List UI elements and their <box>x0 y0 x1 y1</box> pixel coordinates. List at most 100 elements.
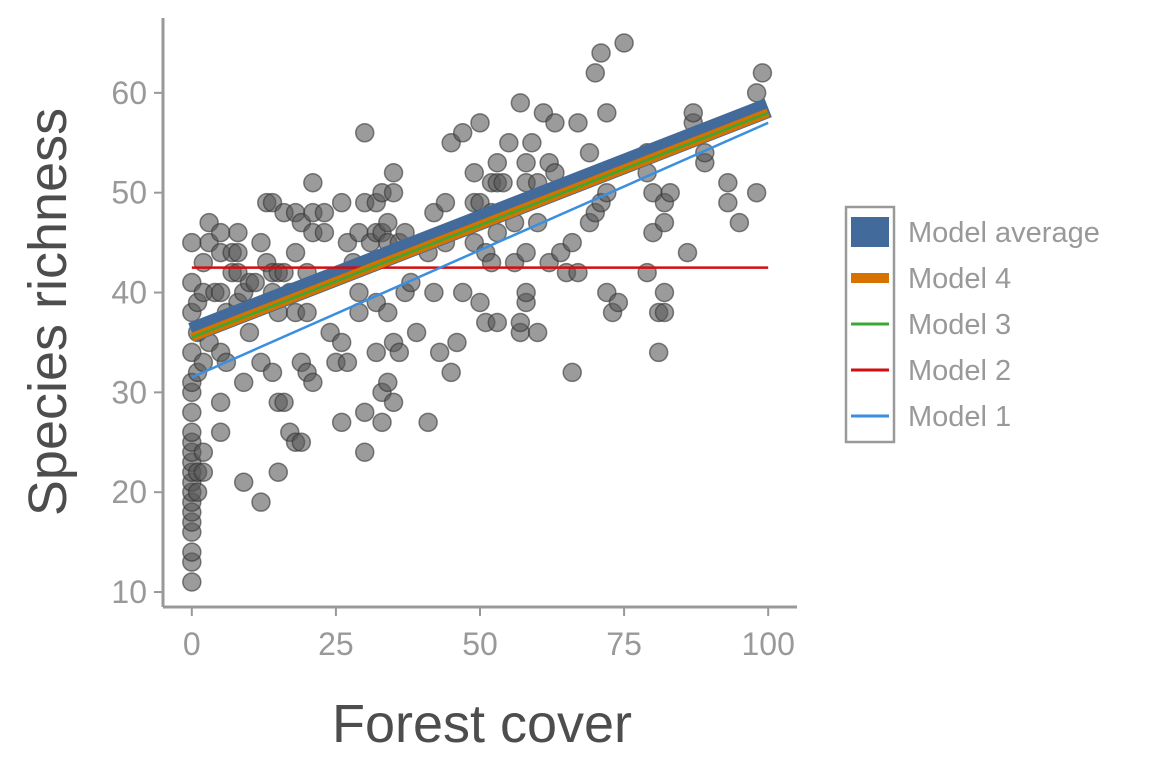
data-point <box>331 332 352 353</box>
data-point <box>372 412 392 433</box>
data-point <box>262 362 283 383</box>
data-point <box>637 262 657 283</box>
data-point <box>481 252 502 273</box>
data-point <box>729 212 750 233</box>
x-axis-title: Forest cover <box>332 694 632 754</box>
data-point <box>210 392 231 413</box>
data-point <box>182 402 202 423</box>
data-point <box>354 402 375 423</box>
data-point <box>389 342 410 363</box>
x-tick-label: 25 <box>318 626 354 662</box>
data-point <box>182 542 202 562</box>
y-tick-label: 30 <box>111 374 147 410</box>
data-point <box>424 282 444 303</box>
data-point <box>314 222 335 243</box>
data-point <box>608 292 629 313</box>
data-point <box>354 123 375 143</box>
y-tick-label: 20 <box>111 474 147 510</box>
y-tick-label: 10 <box>111 574 147 610</box>
legend-key-box <box>844 205 896 444</box>
data-point <box>718 192 738 213</box>
legend-label: Model average <box>908 217 1100 249</box>
data-point <box>654 282 675 303</box>
data-point <box>239 322 260 343</box>
data-point <box>383 392 404 413</box>
data-point <box>597 182 617 203</box>
data-point <box>193 252 214 273</box>
data-point <box>251 232 271 253</box>
data-point <box>614 33 634 53</box>
data-point <box>303 372 323 393</box>
data-point <box>251 492 271 512</box>
series-line-model-1 <box>191 121 769 379</box>
data-point <box>383 162 404 183</box>
legend-label: Model 4 <box>908 263 1011 295</box>
data-point <box>441 362 461 383</box>
data-point <box>452 282 473 303</box>
model-lines <box>188 98 772 379</box>
data-point <box>331 192 352 213</box>
y-tick-label: 50 <box>111 175 147 211</box>
data-point <box>591 43 611 63</box>
data-point <box>516 242 536 263</box>
data-point <box>562 232 582 253</box>
data-point <box>435 192 456 213</box>
data-point <box>285 242 306 263</box>
data-point <box>562 362 582 383</box>
data-point <box>193 442 214 463</box>
data-point <box>378 372 398 393</box>
data-point <box>354 442 375 463</box>
data-point <box>654 302 675 323</box>
data-point <box>677 242 698 263</box>
data-points <box>182 33 773 592</box>
data-point <box>228 222 248 243</box>
data-point <box>297 302 317 323</box>
data-point <box>193 462 214 482</box>
data-point <box>182 572 202 592</box>
data-point <box>383 182 404 203</box>
data-point <box>516 153 536 173</box>
data-point <box>314 202 335 223</box>
data-point <box>182 232 202 253</box>
data-point <box>470 113 490 133</box>
data-point <box>568 113 588 133</box>
y-tick-label: 60 <box>111 75 147 111</box>
data-point <box>579 143 600 163</box>
data-point <box>654 212 675 233</box>
y-tick-label: 40 <box>111 275 147 311</box>
data-point <box>291 432 312 453</box>
data-point <box>228 242 248 263</box>
data-point <box>378 302 398 323</box>
data-point <box>597 103 617 123</box>
data-point <box>268 462 289 482</box>
data-point <box>210 222 231 243</box>
legend-label: Model 1 <box>908 401 1011 433</box>
data-point <box>510 312 531 333</box>
series-line-model-3 <box>191 111 769 339</box>
data-point <box>210 282 231 303</box>
data-point <box>303 172 323 193</box>
data-point <box>233 372 254 393</box>
series-line-model-average <box>188 98 772 342</box>
data-point <box>752 63 773 83</box>
data-point <box>527 322 548 343</box>
data-point <box>366 342 387 363</box>
data-point <box>274 262 294 283</box>
y-axis-title: Species richness <box>18 108 78 516</box>
data-point <box>648 342 669 363</box>
data-point <box>493 172 513 193</box>
data-point <box>683 103 704 123</box>
data-point <box>585 63 606 83</box>
legend: Model average Model 4 Model 3 Model 2 Model … <box>844 205 1100 444</box>
data-point <box>470 292 490 313</box>
data-point <box>187 482 208 502</box>
data-point <box>233 472 254 492</box>
data-point <box>452 123 473 143</box>
data-point <box>660 182 680 203</box>
data-point <box>349 282 369 303</box>
data-point <box>429 342 450 363</box>
data-point <box>510 93 531 113</box>
data-point <box>464 162 484 183</box>
data-point <box>182 422 202 443</box>
data-point <box>746 182 767 203</box>
